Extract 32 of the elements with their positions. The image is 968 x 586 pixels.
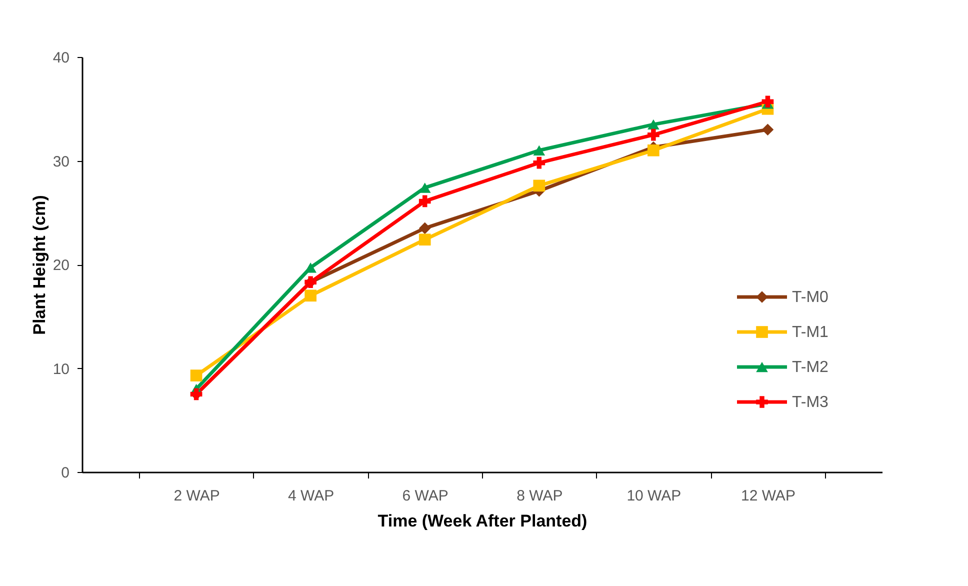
x-tick-label: 2 WAP: [174, 488, 220, 504]
point: [648, 128, 660, 141]
point: [648, 144, 660, 156]
x-axis-title: Time (Week After Planted): [378, 512, 588, 530]
legend-label: T-M3: [792, 394, 829, 411]
y-tick-label: 0: [61, 464, 70, 482]
point: [190, 370, 202, 382]
y-tick-label: 20: [52, 257, 70, 274]
x-tick-label: 10 WAP: [626, 488, 682, 504]
x-tick-label: 8 WAP: [516, 488, 563, 504]
point: [533, 180, 546, 192]
legend-label: T-M0: [792, 289, 829, 306]
point: [304, 262, 316, 273]
legend-label: T-M2: [792, 359, 829, 376]
point: [418, 234, 431, 246]
x-tick-label: 12 WAP: [740, 488, 796, 504]
point: [418, 182, 431, 193]
point: [304, 290, 316, 302]
y-axis-title: Plant Height (cm): [30, 195, 49, 335]
point: [762, 96, 774, 108]
y-tick-label: 10: [52, 360, 70, 378]
point: [418, 195, 431, 208]
point: [533, 145, 546, 156]
x-tick-label: 4 WAP: [288, 488, 334, 504]
point: [418, 222, 431, 234]
y-tick-label: 40: [52, 50, 70, 66]
x-tick-label: 6 WAP: [402, 488, 448, 504]
point: [533, 156, 546, 169]
point: [762, 124, 774, 136]
point: [648, 119, 660, 130]
legend-label: T-M1: [792, 324, 829, 341]
y-tick-label: 30: [52, 153, 70, 170]
